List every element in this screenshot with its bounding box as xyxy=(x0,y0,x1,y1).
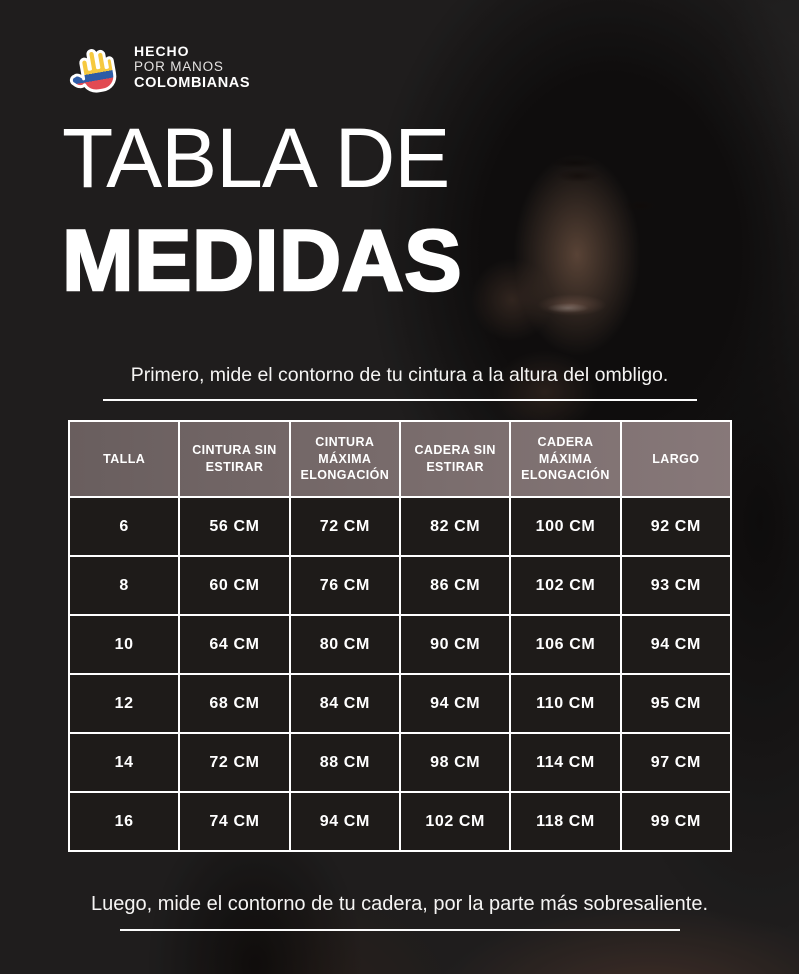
table-row: 10 64 CM 80 CM 90 CM 106 CM 94 CM xyxy=(67,614,733,675)
table-cell: 90 CM xyxy=(398,614,512,675)
table-cell: 118 CM xyxy=(509,791,622,852)
brand-line-3: COLOMBIANAS xyxy=(134,74,251,91)
table-cell: 106 CM xyxy=(509,614,622,675)
table-row: 6 56 CM 72 CM 82 CM 100 CM 92 CM xyxy=(67,496,733,557)
table-cell: 80 CM xyxy=(288,614,401,675)
title-line-1: TABLA DE xyxy=(62,111,450,205)
table-cell: 94 CM xyxy=(398,673,512,734)
table-cell: 82 CM xyxy=(398,496,512,557)
table-cell: 98 CM xyxy=(398,732,512,793)
table-cell: 56 CM xyxy=(178,496,291,557)
table-cell: 64 CM xyxy=(178,614,291,675)
brand-line-1: HECHO xyxy=(134,42,190,59)
table-cell: 14 xyxy=(67,732,181,793)
table-row: 12 68 CM 84 CM 94 CM 110 CM 95 CM xyxy=(67,673,733,734)
page-title: TABLA DE MEDIDAS xyxy=(61,111,463,309)
divider-top xyxy=(102,399,697,401)
instruction-top: Primero, mide el contorno de tu cintura … xyxy=(130,364,669,386)
title-line-2: MEDIDAS xyxy=(61,212,463,309)
table-cell: 97 CM xyxy=(619,732,733,793)
table-cell: 6 xyxy=(67,496,181,557)
size-chart-body: 6 56 CM 72 CM 82 CM 100 CM 92 CM 8 60 CM… xyxy=(67,496,733,852)
table-cell: 102 CM xyxy=(509,555,622,616)
column-header-cadera-maxima-elongacion: CADERA MÁXIMA ELONGACIÓN xyxy=(509,420,622,498)
table-cell: 86 CM xyxy=(398,555,512,616)
table-cell: 84 CM xyxy=(288,673,401,734)
header-row: TALLA CINTURA SIN ESTIRAR CINTURA MÁXIMA… xyxy=(67,420,733,498)
divider-bottom xyxy=(119,929,680,931)
table-cell: 68 CM xyxy=(178,673,291,734)
table-cell: 102 CM xyxy=(398,791,512,852)
table-cell: 60 CM xyxy=(178,555,291,616)
instruction-bottom: Luego, mide el contorno de tu cadera, po… xyxy=(90,893,709,915)
table-cell: 92 CM xyxy=(619,496,733,557)
table-cell: 8 xyxy=(67,555,181,616)
size-chart-table: TALLA CINTURA SIN ESTIRAR CINTURA MÁXIMA… xyxy=(67,420,733,852)
hand-colombian-flag-icon xyxy=(69,49,117,93)
brand-line-2: POR MANOS xyxy=(134,58,224,74)
table-cell: 99 CM xyxy=(619,791,733,852)
column-header-cintura-sin-estirar: CINTURA SIN ESTIRAR xyxy=(178,420,291,498)
column-header-talla: TALLA xyxy=(67,420,181,498)
table-row: 8 60 CM 76 CM 86 CM 102 CM 93 CM xyxy=(67,555,733,616)
table-cell: 72 CM xyxy=(288,496,401,557)
table-cell: 10 xyxy=(67,614,181,675)
column-header-cadera-sin-estirar: CADERA SIN ESTIRAR xyxy=(398,420,512,498)
table-cell: 114 CM xyxy=(509,732,622,793)
brand-wordmark: HECHO POR MANOS COLOMBIANAS xyxy=(134,43,250,92)
table-cell: 74 CM xyxy=(178,791,291,852)
table-row: 16 74 CM 94 CM 102 CM 118 CM 99 CM xyxy=(67,791,733,852)
table-cell: 94 CM xyxy=(288,791,401,852)
column-header-cintura-maxima-elongacion: CINTURA MÁXIMA ELONGACIÓN xyxy=(288,420,401,498)
size-chart-header: TALLA CINTURA SIN ESTIRAR CINTURA MÁXIMA… xyxy=(67,420,733,498)
table-cell: 94 CM xyxy=(619,614,733,675)
table-cell: 12 xyxy=(67,673,181,734)
table-cell: 16 xyxy=(67,791,181,852)
table-cell: 100 CM xyxy=(509,496,622,557)
column-header-largo: LARGO xyxy=(619,420,733,498)
brand-logo: HECHO POR MANOS COLOMBIANAS xyxy=(66,36,250,98)
table-cell: 88 CM xyxy=(288,732,401,793)
table-cell: 95 CM xyxy=(619,673,733,734)
table-cell: 72 CM xyxy=(178,732,291,793)
table-cell: 93 CM xyxy=(619,555,733,616)
table-cell: 110 CM xyxy=(509,673,622,734)
table-row: 14 72 CM 88 CM 98 CM 114 CM 97 CM xyxy=(67,732,733,793)
table-cell: 76 CM xyxy=(288,555,401,616)
